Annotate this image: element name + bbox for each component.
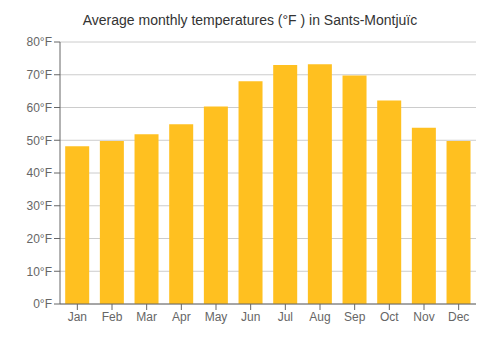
svg-text:Mar: Mar	[136, 310, 157, 324]
html-text:Average monthly temperatures (: Average monthly temperatures (°F ) in Sa…	[82, 12, 418, 28]
svg-text:50°F: 50°F	[27, 134, 52, 148]
svg-text:Nov: Nov	[413, 310, 434, 324]
svg-text:Jun: Jun	[241, 310, 260, 324]
svg-text:May: May	[205, 310, 228, 324]
svg-text:Aug: Aug	[309, 310, 330, 324]
svg-text:0°F: 0°F	[33, 297, 52, 311]
svg-text:Jul: Jul	[278, 310, 293, 324]
svg-text:70°F: 70°F	[27, 68, 52, 82]
svg-text:Jan: Jan	[68, 310, 87, 324]
svg-text:Feb: Feb	[102, 310, 123, 324]
svg-text:40°F: 40°F	[27, 166, 52, 180]
svg-text:20°F: 20°F	[27, 232, 52, 246]
svg-text:60°F: 60°F	[27, 101, 52, 115]
svg-text:Sep: Sep	[344, 310, 366, 324]
svg-text:30°F: 30°F	[27, 199, 52, 213]
svg-text:Dec: Dec	[448, 310, 469, 324]
svg-text:Oct: Oct	[380, 310, 399, 324]
svg-text:Apr: Apr	[172, 310, 191, 324]
svg-text:10°F: 10°F	[27, 265, 52, 279]
svg-text:80°F: 80°F	[27, 35, 52, 49]
